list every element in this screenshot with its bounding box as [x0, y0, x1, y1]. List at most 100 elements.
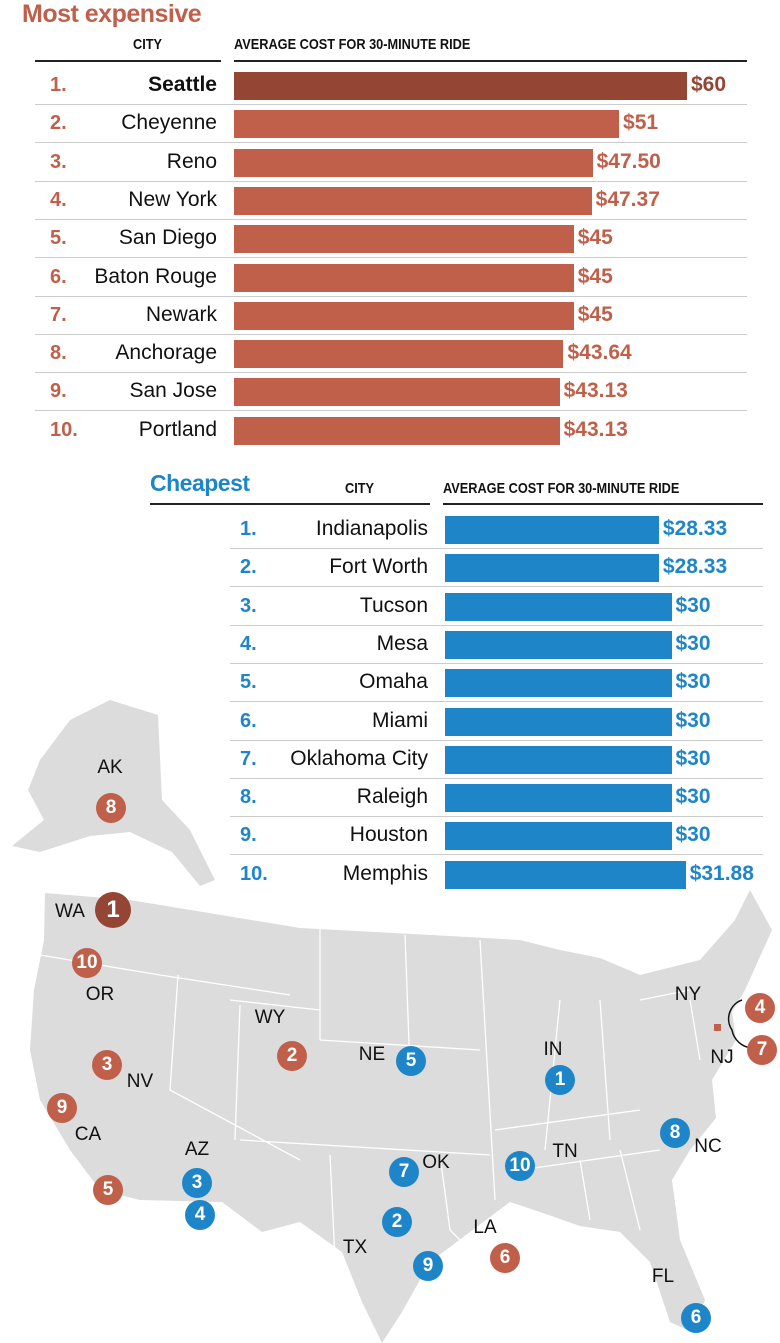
state-label: NV	[126, 1071, 154, 1092]
map-marker-ca5: 5	[93, 1175, 123, 1205]
bar	[234, 225, 574, 254]
bar	[445, 860, 686, 889]
city-label: New York	[128, 187, 217, 211]
state-label: OK	[422, 1152, 450, 1173]
value-label: $30	[675, 670, 711, 694]
row-divider	[35, 257, 747, 259]
divider	[35, 60, 221, 62]
city-label: Houston	[349, 823, 428, 847]
city-label: Cheyenne	[121, 111, 217, 135]
expensive-value-header: AVERAGE COST FOR 30-MINUTE RIDE	[234, 36, 471, 53]
city-label: Omaha	[359, 670, 428, 694]
value-label: $28.33	[662, 517, 728, 540]
bar	[445, 630, 672, 659]
bar	[234, 416, 560, 445]
bar	[445, 745, 672, 774]
city-label: Raleigh	[356, 785, 428, 809]
value-label: $28.33	[662, 555, 728, 579]
value-label: $30	[675, 708, 711, 732]
state-label: TN	[552, 1141, 578, 1162]
state-label: NE	[358, 1044, 386, 1065]
bar	[234, 72, 687, 100]
value-label: $60	[691, 73, 727, 96]
rank-label: 10.	[50, 418, 78, 441]
map-marker-tx9: 9	[413, 1251, 443, 1281]
connector-line	[727, 999, 753, 1049]
city-label: Mesa	[376, 631, 428, 655]
bar	[234, 110, 620, 139]
rank-label: 10.	[240, 862, 268, 885]
bar	[234, 378, 560, 407]
bar	[234, 148, 593, 177]
map-marker-or: 10	[72, 948, 102, 978]
state-borders	[39, 918, 701, 1261]
city-label: Seattle	[148, 73, 217, 96]
divider	[150, 503, 430, 505]
city-label: Indianapolis	[315, 517, 428, 540]
rank-label: 9.	[50, 380, 67, 403]
row-divider	[230, 816, 763, 818]
map-marker-ca9: 9	[47, 1093, 77, 1123]
map-marker-ok: 7	[389, 1157, 419, 1187]
map-marker-la: 6	[490, 1243, 520, 1273]
map-marker-az4: 4	[185, 1200, 215, 1230]
map-marker-wy: 2	[277, 1041, 307, 1071]
rank-label: 7.	[50, 303, 67, 326]
state-label: OR	[85, 984, 115, 1005]
map-marker-nv: 3	[92, 1050, 122, 1080]
state-label: CA	[74, 1124, 102, 1145]
map-marker-fl: 6	[681, 1303, 711, 1333]
map-marker-tn: 10	[505, 1151, 535, 1181]
city-label: Oklahoma City	[290, 746, 428, 770]
row-divider	[35, 333, 747, 335]
value-label: $30	[675, 746, 711, 770]
map-marker-ny: 4	[745, 993, 775, 1023]
row-divider	[35, 142, 747, 144]
value-label: $47.50	[596, 149, 661, 173]
city-label: Miami	[372, 708, 428, 732]
city-label: Baton Rouge	[94, 264, 217, 288]
rank-label: 7.	[240, 747, 257, 770]
value-label: $45	[577, 226, 613, 250]
row-divider	[35, 410, 747, 412]
expensive-city-header: CITY	[133, 36, 163, 53]
rank-label: 9.	[240, 824, 257, 847]
state-label: NC	[694, 1136, 722, 1157]
bar	[445, 554, 659, 583]
city-label: Anchorage	[115, 341, 217, 365]
row-divider	[35, 218, 747, 220]
rank-label: 5.	[50, 227, 67, 250]
map-marker-ne: 5	[396, 1046, 426, 1076]
state-label: WY	[254, 1007, 286, 1028]
contiguous-us-shape	[30, 890, 772, 1343]
state-label: IN	[543, 1039, 563, 1060]
bar	[445, 516, 659, 544]
row-divider	[230, 854, 763, 856]
rank-label: 8.	[50, 342, 67, 365]
cheapest-title: Cheapest	[150, 470, 250, 496]
row-divider	[35, 295, 747, 297]
row-divider	[230, 624, 763, 626]
rank-label: 2.	[240, 556, 257, 579]
rank-label: 6.	[240, 709, 257, 732]
expensive-title: Most expensive	[22, 0, 202, 28]
rank-label: 4.	[240, 632, 257, 655]
divider	[443, 503, 763, 505]
map-marker-az3: 3	[182, 1168, 212, 1198]
value-label: $51	[623, 111, 659, 135]
rank-label: 2.	[50, 112, 67, 135]
rank-label: 8.	[240, 786, 257, 809]
bar	[445, 784, 672, 813]
value-label: $31.88	[689, 861, 754, 885]
value-label: $30	[675, 785, 711, 809]
value-label: $30	[675, 631, 711, 655]
row-divider	[35, 104, 747, 105]
city-label: Memphis	[342, 861, 428, 885]
value-label: $45	[577, 264, 613, 288]
bar	[234, 186, 592, 215]
divider	[234, 60, 747, 62]
rank-label: 3.	[240, 594, 257, 617]
state-label: AZ	[184, 1139, 210, 1160]
value-label: $45	[577, 302, 613, 326]
value-label: $30	[675, 593, 711, 617]
